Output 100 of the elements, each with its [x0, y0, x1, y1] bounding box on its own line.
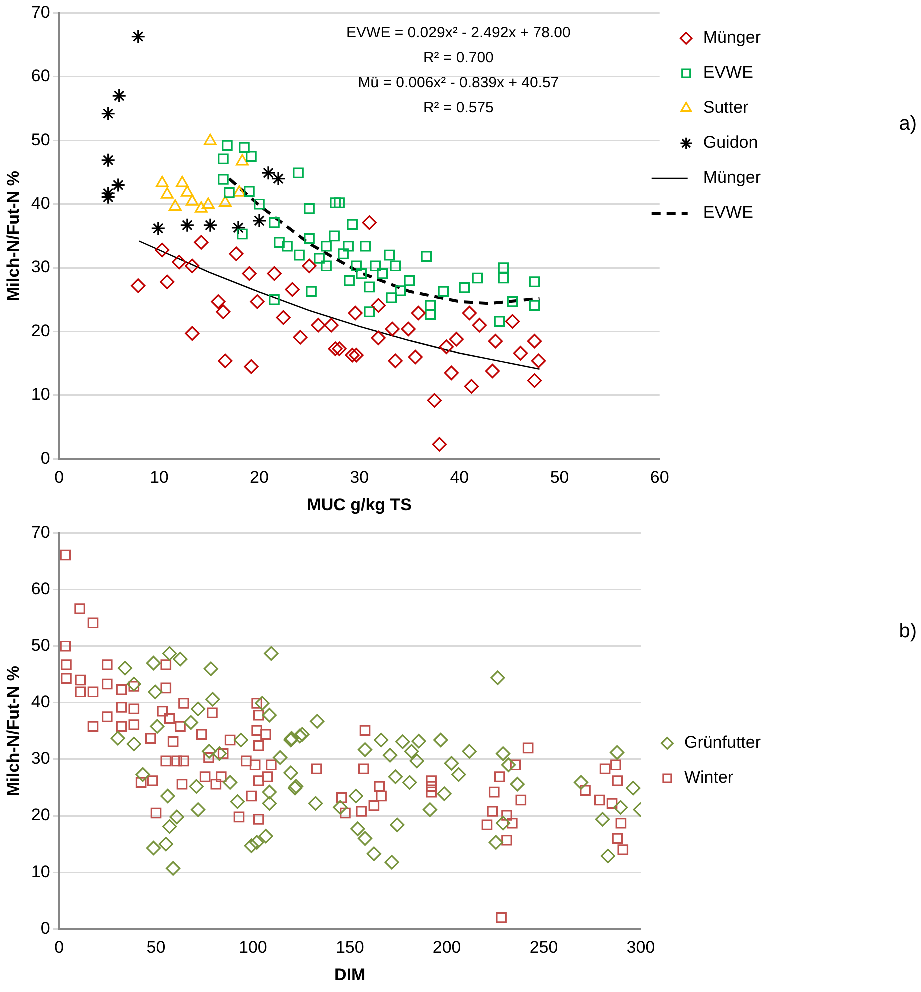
point — [321, 260, 332, 272]
point — [229, 246, 244, 262]
point — [505, 314, 520, 329]
point — [224, 187, 235, 198]
legend-label: EVWE — [703, 203, 754, 222]
point — [304, 203, 315, 214]
point — [356, 268, 367, 280]
point — [185, 326, 200, 341]
point — [364, 306, 375, 318]
y-axis-title: Milch-N/Fut-N % — [4, 171, 23, 302]
point — [472, 272, 484, 284]
y-tick-label: 30 — [31, 258, 50, 277]
point — [507, 296, 518, 308]
point — [155, 242, 170, 258]
point — [531, 354, 546, 368]
y-tick-label: 30 — [31, 749, 50, 768]
y-tick-label: 0 — [40, 448, 50, 468]
point — [218, 174, 229, 185]
point — [345, 348, 360, 363]
y-tick-label: 50 — [31, 130, 50, 150]
point — [250, 294, 265, 310]
y-axis-title: Milch-N/Fut-N % — [4, 666, 23, 796]
annotation: EVWE = 0.029x² - 2.492x + 78.00 — [346, 24, 571, 42]
y-tick-label: 70 — [31, 2, 50, 22]
point — [304, 233, 315, 244]
y-tick-label: 0 — [40, 918, 50, 938]
annotation: Mü = 0.006x² - 0.839x + 40.57 — [358, 74, 560, 92]
point — [401, 322, 416, 337]
point — [344, 275, 355, 286]
point — [160, 274, 175, 290]
point — [330, 198, 341, 208]
point — [395, 286, 406, 296]
point — [112, 88, 127, 104]
point — [348, 306, 363, 321]
x-tick-label: 40 — [450, 468, 470, 488]
point — [101, 190, 116, 205]
x-tick-label: 50 — [550, 468, 570, 488]
point — [203, 218, 218, 233]
point — [252, 214, 267, 228]
point — [338, 248, 349, 260]
x-tick-label: 200 — [432, 938, 462, 958]
point — [386, 292, 398, 304]
point — [185, 258, 200, 274]
point — [329, 230, 340, 242]
point — [172, 255, 187, 270]
point — [216, 304, 231, 320]
point — [488, 334, 504, 349]
point — [285, 282, 300, 298]
text: b) — [899, 620, 917, 643]
legend-label: Guidon — [703, 133, 758, 152]
point — [349, 348, 364, 363]
y-tick-label: 40 — [31, 194, 50, 214]
point — [222, 140, 233, 152]
point — [425, 300, 436, 312]
point — [408, 350, 423, 365]
annotation: R² = 0.575 — [423, 99, 494, 116]
point — [425, 309, 436, 320]
x-axis-title: DIM — [334, 965, 366, 984]
point — [239, 142, 250, 154]
x-tick-label: 100 — [239, 938, 268, 958]
x-tick-label: 150 — [336, 938, 364, 958]
x-tick-label: 20 — [250, 468, 269, 488]
point — [421, 251, 432, 262]
point — [314, 253, 325, 264]
point — [293, 168, 304, 179]
point — [271, 172, 286, 186]
point — [328, 342, 343, 356]
point — [385, 322, 400, 337]
point — [111, 178, 126, 193]
x-tick-label: 0 — [54, 938, 64, 958]
point — [449, 332, 464, 347]
point — [360, 241, 371, 252]
point — [261, 166, 276, 180]
point — [276, 310, 291, 326]
point — [101, 186, 116, 201]
x-tick-label: 60 — [650, 468, 670, 488]
point — [324, 318, 339, 333]
point — [347, 219, 358, 230]
point — [371, 330, 386, 346]
x-tick-label: 250 — [530, 938, 558, 958]
point — [267, 266, 282, 282]
legend-label: EVWE — [703, 63, 754, 82]
point — [311, 318, 326, 333]
point — [211, 294, 226, 310]
point — [498, 262, 510, 274]
point — [131, 29, 146, 44]
x-tick-label: 10 — [150, 468, 169, 488]
x-tick-label: 30 — [350, 468, 370, 488]
legend-label: Sutter — [703, 98, 750, 118]
point — [237, 228, 248, 240]
point — [254, 198, 265, 210]
point — [244, 360, 259, 374]
point — [218, 154, 229, 164]
point — [485, 364, 500, 379]
point — [101, 106, 116, 122]
point — [529, 300, 540, 312]
point — [246, 151, 257, 162]
point — [377, 268, 388, 280]
x-tick-label: 50 — [146, 938, 166, 958]
legend-label: Münger — [703, 28, 762, 48]
